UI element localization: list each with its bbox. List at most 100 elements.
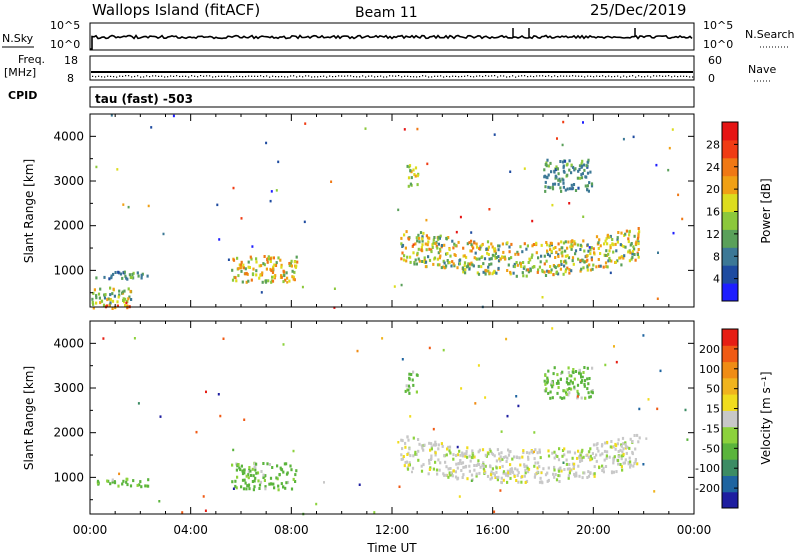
nave-dot <box>305 75 307 77</box>
data-cell <box>456 477 459 481</box>
data-cell <box>437 443 440 447</box>
data-cell <box>289 261 292 265</box>
data-cell <box>455 230 458 234</box>
data-cell <box>603 449 607 453</box>
nave-dot <box>212 76 214 78</box>
data-cell <box>462 270 465 274</box>
data-cell <box>289 464 292 468</box>
data-cell <box>264 485 267 489</box>
data-cell <box>356 349 359 353</box>
data-cell <box>561 370 564 374</box>
data-cell <box>586 377 589 381</box>
data-cell <box>587 455 590 459</box>
data-cell <box>521 250 524 254</box>
data-cell <box>567 240 570 244</box>
data-cell <box>245 280 248 284</box>
data-cell <box>427 240 430 244</box>
data-cell <box>253 479 256 483</box>
data-cell <box>282 280 285 284</box>
data-cell <box>602 470 605 474</box>
data-cell <box>136 271 139 275</box>
data-cell <box>417 247 420 251</box>
data-cell <box>414 452 417 456</box>
nave-dot <box>545 75 547 77</box>
data-cell <box>616 236 619 240</box>
data-cell <box>603 458 606 462</box>
data-cell <box>454 244 457 248</box>
data-cell <box>509 270 512 274</box>
data-cell <box>568 387 571 391</box>
data-cell <box>509 463 512 467</box>
data-cell <box>459 453 462 457</box>
data-cell <box>527 467 531 471</box>
data-cell <box>536 470 539 474</box>
data-cell <box>539 456 542 460</box>
data-cell <box>262 473 265 477</box>
data-cell <box>600 444 604 448</box>
data-cell <box>493 510 496 513</box>
data-cell <box>472 246 475 250</box>
data-cell <box>100 299 104 303</box>
data-cell <box>647 398 650 401</box>
data-cell <box>247 473 250 477</box>
data-cell <box>556 455 559 458</box>
data-cell <box>127 205 130 209</box>
nave-dot <box>581 75 583 77</box>
data-cell <box>549 270 552 274</box>
data-cell <box>546 158 549 162</box>
data-cell <box>592 263 595 267</box>
data-cell <box>286 480 290 484</box>
data-cell <box>496 448 499 452</box>
data-cell <box>551 396 554 400</box>
data-cell <box>449 254 452 258</box>
nave-dot <box>302 76 304 78</box>
data-cell <box>277 484 280 488</box>
nave-dot <box>284 76 286 78</box>
data-cell <box>261 271 264 275</box>
data-cell <box>577 392 580 396</box>
data-cell <box>420 246 423 250</box>
data-cell <box>637 227 640 230</box>
data-cell <box>502 470 506 474</box>
data-cell <box>637 255 640 259</box>
data-cell <box>414 450 417 454</box>
data-cell <box>605 265 608 269</box>
data-cell <box>403 233 406 237</box>
data-cell <box>575 471 578 475</box>
data-cell <box>95 165 98 169</box>
data-cell <box>147 204 150 208</box>
data-cell <box>416 174 419 178</box>
data-cell <box>578 474 581 478</box>
data-cell <box>440 244 443 247</box>
data-cell <box>603 242 606 246</box>
data-cell <box>574 252 577 256</box>
data-cell <box>497 259 501 263</box>
data-cell <box>110 276 113 280</box>
data-cell <box>544 374 547 377</box>
nave-dot <box>317 76 319 78</box>
nave-dot <box>464 75 466 77</box>
data-cell <box>430 442 433 446</box>
data-cell <box>578 455 581 459</box>
nave-dot <box>590 75 592 77</box>
data-cell <box>295 469 298 473</box>
data-cell <box>438 236 441 240</box>
nave-dot <box>503 75 505 77</box>
data-cell <box>586 171 590 175</box>
data-cell <box>568 463 571 466</box>
data-cell <box>483 257 487 261</box>
data-cell <box>596 447 599 450</box>
data-cell <box>585 175 588 179</box>
data-cell <box>558 447 561 451</box>
data-cell <box>506 456 509 460</box>
power-colorbar-title: Power [dB] <box>759 178 773 243</box>
nave-dot <box>518 75 520 77</box>
data-cell <box>434 443 437 447</box>
nave-dot <box>209 75 211 77</box>
data-cell <box>442 348 445 352</box>
data-cell <box>482 262 485 266</box>
nave-dot <box>680 75 682 77</box>
data-cell <box>271 466 274 469</box>
data-cell <box>123 289 126 293</box>
data-cell <box>494 251 497 255</box>
